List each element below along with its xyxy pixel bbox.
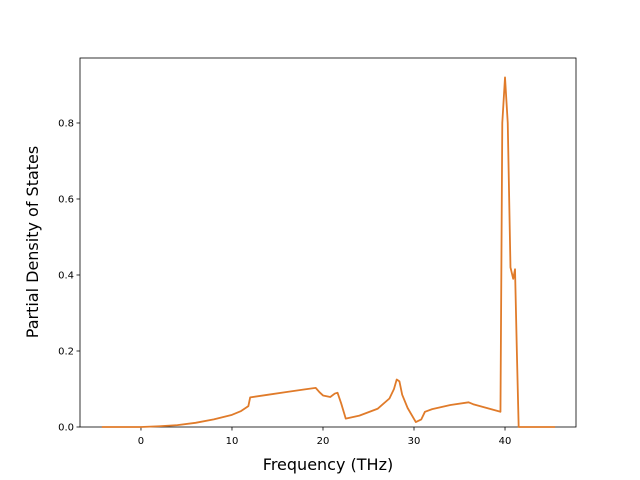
data-line — [101, 76, 556, 428]
y-tick-label: 0.6 — [58, 194, 74, 205]
x-axis-label: Frequency (THz) — [263, 455, 393, 474]
y-tick-label: 0.8 — [58, 118, 74, 129]
y-tick-label: 0.0 — [58, 423, 74, 434]
x-tick-label: 20 — [317, 436, 330, 447]
y-tick-label: 0.4 — [58, 270, 74, 281]
y-tick-label: 0.2 — [58, 346, 74, 357]
y-axis-label: Partial Density of States — [23, 146, 42, 338]
x-tick-label: 0 — [138, 436, 144, 447]
x-tick-label: 10 — [226, 436, 239, 447]
x-tick-label: 40 — [499, 436, 512, 447]
plot-frame — [79, 57, 577, 428]
x-tick-label: 30 — [408, 436, 421, 447]
